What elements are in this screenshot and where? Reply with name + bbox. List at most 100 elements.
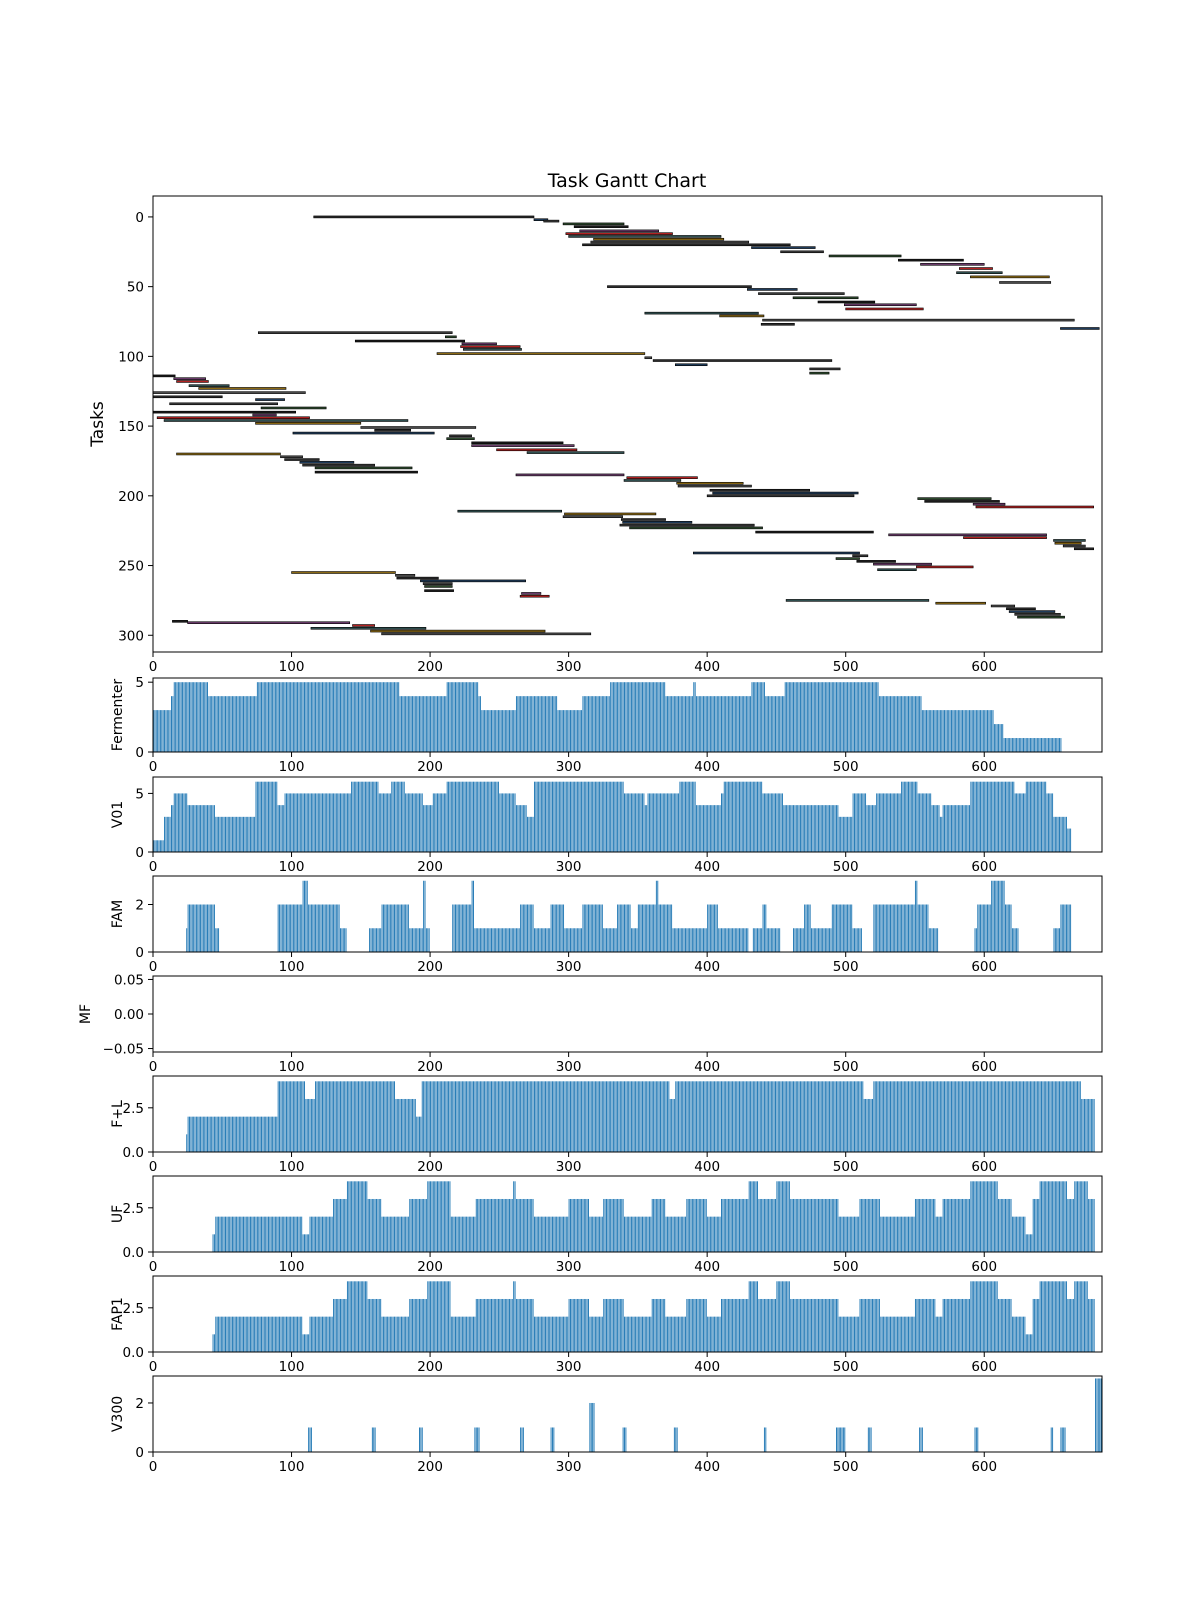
usage-bar — [971, 1281, 973, 1352]
usage-bar — [301, 793, 303, 852]
usage-bar — [457, 781, 459, 852]
usage-bar — [671, 904, 673, 952]
usage-bar — [775, 1081, 776, 1152]
usage-bar — [830, 805, 832, 853]
usage-bar — [690, 781, 692, 852]
usage-bar — [484, 781, 486, 852]
usage-bar — [895, 1081, 897, 1152]
usage-bar — [679, 928, 681, 952]
usage-bar — [455, 682, 456, 752]
usage-bar — [1060, 1181, 1062, 1252]
usage-bar — [270, 1116, 272, 1152]
usage-bar — [507, 793, 509, 852]
x-tick-label: 600 — [971, 1359, 997, 1375]
usage-bar — [1049, 1081, 1051, 1152]
usage-bar — [618, 1081, 620, 1152]
usage-bar — [944, 1081, 945, 1152]
usage-bar — [231, 1316, 233, 1352]
usage-bar — [441, 696, 443, 752]
usage-bar — [838, 1427, 840, 1452]
usage-bar — [485, 1198, 487, 1252]
usage-bar — [254, 1216, 256, 1252]
usage-bar — [1011, 781, 1013, 852]
task-bar — [760, 323, 795, 326]
usage-bar — [531, 696, 533, 752]
usage-bar — [765, 1298, 767, 1352]
usage-bar — [998, 880, 1000, 952]
usage-bar — [471, 1216, 473, 1252]
usage-bar — [344, 793, 346, 852]
x-tick-label: 100 — [279, 859, 305, 875]
usage-bar — [558, 1216, 560, 1252]
usage-bar — [234, 1316, 236, 1352]
usage-bar — [189, 1116, 190, 1152]
usage-bar — [438, 1081, 440, 1152]
usage-bar — [647, 1081, 649, 1152]
usage-bar — [358, 1281, 359, 1352]
x-tick-label: 100 — [279, 759, 305, 775]
usage-bar — [330, 682, 332, 752]
usage-bar — [817, 682, 819, 752]
usage-bar — [703, 1298, 704, 1352]
usage-bar — [624, 682, 625, 752]
usage-bar — [837, 1198, 839, 1252]
usage-bar — [1020, 793, 1022, 852]
usage-bar — [317, 793, 319, 852]
usage-bar — [424, 1081, 426, 1152]
usage-bar — [481, 1298, 483, 1352]
usage-bar — [592, 904, 594, 952]
usage-bar — [1020, 738, 1022, 752]
usage-bar — [241, 1216, 243, 1252]
usage-bar — [244, 1316, 246, 1352]
usage-bar — [888, 1081, 890, 1152]
task-bar — [626, 476, 698, 479]
task-bar — [623, 479, 682, 482]
usage-bar — [945, 710, 947, 752]
usage-bar — [463, 1316, 465, 1352]
usage-bar — [862, 793, 864, 852]
usage-bar — [525, 1198, 527, 1252]
task-bar — [257, 331, 453, 334]
usage-bar — [327, 1216, 329, 1252]
usage-bar — [439, 696, 441, 752]
usage-bar — [327, 793, 329, 852]
usage-bar — [872, 1198, 873, 1252]
usage-bar — [1018, 1081, 1020, 1152]
usage-bar — [996, 1181, 998, 1252]
bar-series — [212, 1181, 1095, 1252]
usage-bar — [445, 1281, 447, 1352]
usage-bar — [675, 1316, 677, 1352]
usage-bar — [419, 928, 420, 952]
usage-bar — [1029, 1234, 1031, 1252]
usage-bar — [547, 1216, 549, 1252]
usage-bar — [923, 904, 925, 952]
usage-bar — [611, 1081, 613, 1152]
usage-bar — [714, 805, 716, 853]
usage-bar — [599, 1216, 601, 1252]
usage-bar — [786, 1281, 788, 1352]
usage-bar — [326, 1081, 328, 1152]
usage-bar — [567, 928, 569, 952]
usage-bar — [651, 682, 653, 752]
usage-bar — [254, 1116, 256, 1152]
usage-bar — [729, 696, 731, 752]
axes-frame — [152, 1275, 1103, 1353]
usage-bar — [496, 781, 498, 852]
task-bar — [260, 406, 327, 410]
usage-bar — [928, 793, 930, 852]
usage-bar — [342, 793, 344, 852]
usage-bar — [571, 1298, 573, 1352]
usage-bar — [371, 928, 373, 952]
y-axis-label: FAM — [110, 900, 126, 928]
usage-bar — [341, 928, 343, 952]
usage-bar — [689, 1081, 691, 1152]
usage-bar — [1036, 1298, 1038, 1352]
usage-bar — [891, 1216, 893, 1252]
usage-bar — [547, 696, 549, 752]
usage-bar — [218, 1316, 220, 1352]
usage-bar — [583, 1298, 585, 1352]
task-bar — [436, 352, 646, 355]
usage-bar — [698, 928, 700, 952]
usage-bar — [946, 710, 948, 752]
usage-bar — [459, 1081, 461, 1152]
